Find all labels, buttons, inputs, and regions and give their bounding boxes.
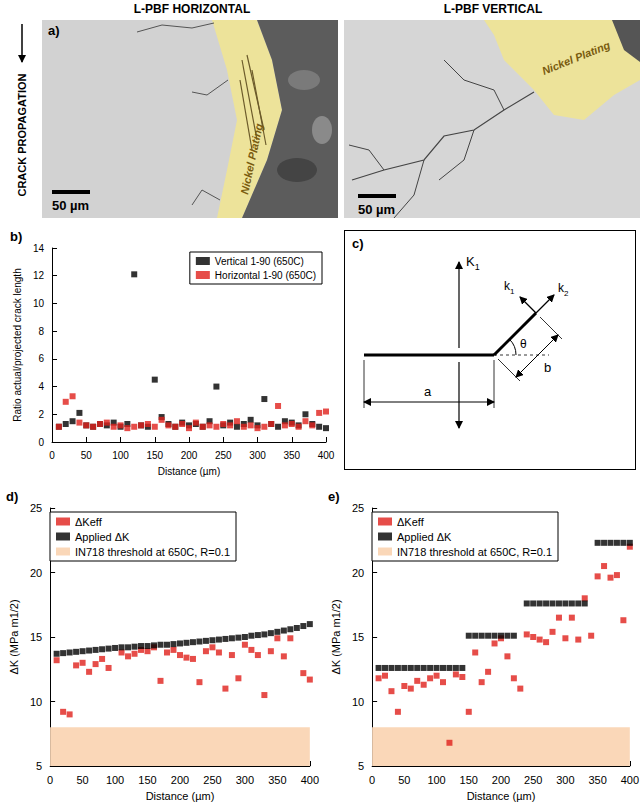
svg-text:100: 100 xyxy=(112,450,129,461)
svg-text:Distance (µm): Distance (µm) xyxy=(146,790,215,802)
svg-text:Distance (µm): Distance (µm) xyxy=(158,466,220,477)
svg-text:ΔK (MPa m1/2): ΔK (MPa m1/2) xyxy=(8,599,20,674)
svg-text:0: 0 xyxy=(369,774,375,786)
svg-text:50 µm: 50 µm xyxy=(358,202,395,217)
svg-text:0: 0 xyxy=(38,437,44,448)
svg-text:50: 50 xyxy=(81,450,93,461)
svg-text:Applied ΔK: Applied ΔK xyxy=(75,531,130,543)
svg-text:e): e) xyxy=(328,489,340,504)
svg-text:350: 350 xyxy=(268,774,286,786)
svg-text:10: 10 xyxy=(33,298,45,309)
svg-text:50: 50 xyxy=(76,774,88,786)
svg-text:10: 10 xyxy=(352,696,364,708)
svg-text:200: 200 xyxy=(181,450,198,461)
svg-text:c): c) xyxy=(352,236,364,251)
svg-text:Applied ΔK: Applied ΔK xyxy=(397,531,452,543)
svg-text:250: 250 xyxy=(203,774,221,786)
svg-text:400: 400 xyxy=(318,450,335,461)
svg-text:300: 300 xyxy=(556,774,574,786)
svg-text:ΔKeff: ΔKeff xyxy=(75,516,103,528)
svg-text:0: 0 xyxy=(49,450,55,461)
svg-text:a: a xyxy=(424,384,432,399)
svg-text:Vertical 1-90 (650C): Vertical 1-90 (650C) xyxy=(215,256,304,267)
svg-text:L-PBF HORIZONTAL: L-PBF HORIZONTAL xyxy=(134,2,250,16)
svg-text:Distance (µm): Distance (µm) xyxy=(467,790,536,802)
svg-text:d): d) xyxy=(6,489,18,504)
svg-text:300: 300 xyxy=(249,450,266,461)
svg-text:k1: k1 xyxy=(504,279,515,296)
svg-text:Nickel Plating: Nickel Plating xyxy=(238,122,265,195)
svg-text:4: 4 xyxy=(38,381,44,392)
svg-text:IN718 threshold at 650C, R=0.1: IN718 threshold at 650C, R=0.1 xyxy=(75,546,230,558)
svg-text:IN718 threshold at 650C, R=0.1: IN718 threshold at 650C, R=0.1 xyxy=(397,546,552,558)
svg-text:5: 5 xyxy=(36,760,42,772)
svg-text:150: 150 xyxy=(146,450,163,461)
svg-text:15: 15 xyxy=(30,631,42,643)
svg-text:k2: k2 xyxy=(558,281,569,298)
svg-text:100: 100 xyxy=(427,774,445,786)
svg-text:25: 25 xyxy=(352,502,364,514)
svg-text:b): b) xyxy=(10,229,22,244)
svg-text:0: 0 xyxy=(47,774,53,786)
svg-text:Nickel Plating: Nickel Plating xyxy=(540,39,612,77)
svg-text:14: 14 xyxy=(33,243,45,254)
svg-text:8: 8 xyxy=(38,326,44,337)
svg-text:Ratio actual/projected crack l: Ratio actual/projected crack length xyxy=(12,268,23,421)
svg-text:15: 15 xyxy=(352,631,364,643)
svg-text:150: 150 xyxy=(460,774,478,786)
svg-text:250: 250 xyxy=(215,450,232,461)
svg-text:350: 350 xyxy=(283,450,300,461)
svg-text:6: 6 xyxy=(38,353,44,364)
svg-text:2: 2 xyxy=(38,409,44,420)
svg-text:25: 25 xyxy=(30,502,42,514)
svg-text:CRACK PROPAGATION: CRACK PROPAGATION xyxy=(16,73,28,196)
svg-text:50 µm: 50 µm xyxy=(52,198,89,213)
svg-text:150: 150 xyxy=(138,774,156,786)
svg-text:ΔKeff: ΔKeff xyxy=(397,516,425,528)
svg-text:400: 400 xyxy=(621,774,639,786)
svg-text:12: 12 xyxy=(33,270,45,281)
svg-text:Horizontal 1-90 (650C): Horizontal 1-90 (650C) xyxy=(215,270,316,281)
svg-text:300: 300 xyxy=(236,774,254,786)
svg-text:5: 5 xyxy=(358,760,364,772)
svg-text:θ: θ xyxy=(520,337,527,351)
svg-text:200: 200 xyxy=(492,774,510,786)
svg-text:50: 50 xyxy=(398,774,410,786)
svg-text:ΔK (MPa m1/2): ΔK (MPa m1/2) xyxy=(330,599,342,674)
svg-text:L-PBF VERTICAL: L-PBF VERTICAL xyxy=(444,2,543,16)
svg-text:K1: K1 xyxy=(466,254,480,272)
svg-text:20: 20 xyxy=(352,567,364,579)
svg-text:250: 250 xyxy=(524,774,542,786)
svg-text:a): a) xyxy=(48,23,60,38)
svg-text:350: 350 xyxy=(588,774,606,786)
svg-text:20: 20 xyxy=(30,567,42,579)
svg-text:200: 200 xyxy=(171,774,189,786)
svg-text:b: b xyxy=(544,360,551,375)
svg-text:400: 400 xyxy=(301,774,319,786)
svg-text:100: 100 xyxy=(106,774,124,786)
svg-text:10: 10 xyxy=(30,696,42,708)
